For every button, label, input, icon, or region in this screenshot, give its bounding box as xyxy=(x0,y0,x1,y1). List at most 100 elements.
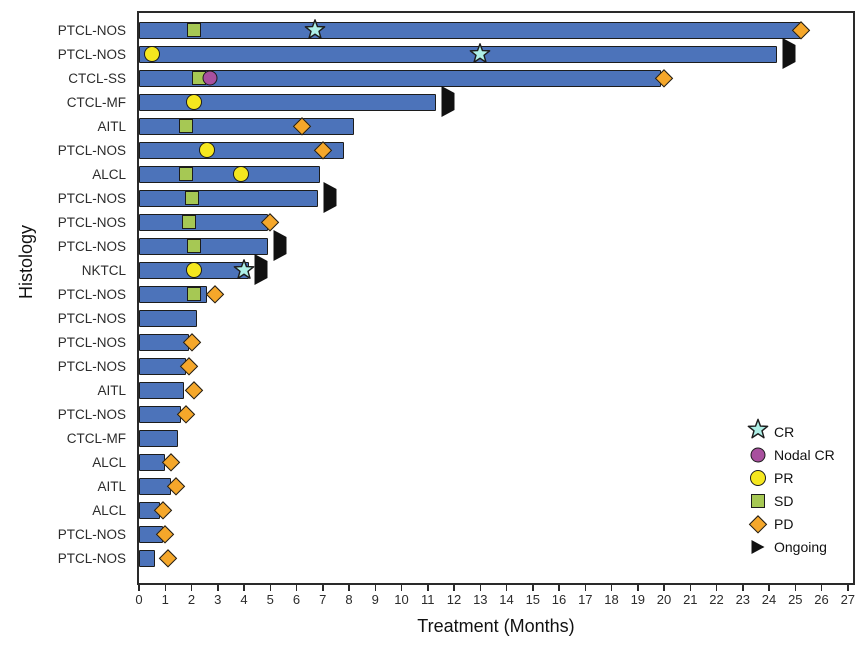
marker-sd xyxy=(179,119,194,133)
row-label: PTCL-NOS xyxy=(57,526,126,542)
x-tick xyxy=(295,585,298,591)
legend-icon-nodalcr xyxy=(747,444,769,466)
x-tick-label: 15 xyxy=(525,592,541,607)
legend-icon-pr xyxy=(747,467,769,489)
marker-cr xyxy=(233,259,256,282)
pd-diamond-icon xyxy=(159,549,177,567)
x-tick-label: 21 xyxy=(683,592,698,607)
row-label: PTCL-NOS xyxy=(57,46,126,62)
row-label: PTCL-NOS xyxy=(57,142,126,158)
x-tick xyxy=(427,585,429,591)
legend-item-sd: SD xyxy=(747,489,835,512)
legend-item-ongoing: Ongoing xyxy=(747,535,835,558)
legend: CR Nodal CR PR SD PD Ongoing xyxy=(747,418,835,558)
pd-diamond-icon xyxy=(166,477,185,495)
x-tick-label: 19 xyxy=(630,592,646,607)
x-tick-label: 10 xyxy=(394,592,409,607)
legend-item-nodalcr: Nodal CR xyxy=(747,443,835,466)
x-axis-title: Treatment (Months) xyxy=(417,616,575,636)
legend-label: Ongoing xyxy=(774,538,827,555)
cr-star-icon xyxy=(469,43,492,70)
legend-icon-cr xyxy=(747,418,770,446)
x-tick xyxy=(584,585,586,591)
marker-sd xyxy=(187,287,202,301)
marker-pd xyxy=(182,333,201,351)
cr-star-icon xyxy=(747,418,770,446)
x-tick xyxy=(715,585,718,591)
marker-sd xyxy=(184,191,199,205)
marker-sd xyxy=(179,167,194,181)
row-label: CTCL-MF xyxy=(66,430,126,446)
x-tick-label: 3 xyxy=(214,592,222,607)
row-label: ALCL xyxy=(92,502,126,518)
x-tick xyxy=(532,585,534,591)
pr-circle-icon xyxy=(199,142,216,158)
x-tick-label: 4 xyxy=(240,592,248,607)
x-tick xyxy=(558,585,560,591)
marker-pd xyxy=(180,357,198,375)
x-tick xyxy=(190,585,193,591)
marker-pd xyxy=(153,501,172,519)
row-label: PTCL-NOS xyxy=(57,22,126,38)
treatment-bar xyxy=(139,429,179,447)
x-tick xyxy=(164,585,166,591)
pd-diamond-icon xyxy=(153,501,172,519)
x-tick xyxy=(243,585,245,591)
x-tick-label: 0 xyxy=(135,592,143,607)
treatment-bar xyxy=(139,165,321,183)
x-tick-label: 11 xyxy=(421,592,435,607)
x-tick-label: 2 xyxy=(187,592,196,607)
row-label: PTCL-NOS xyxy=(57,358,126,374)
treatment-bar xyxy=(139,21,801,39)
x-tick xyxy=(138,585,140,591)
row-label: PTCL-NOS xyxy=(57,310,126,326)
x-tick-label: 12 xyxy=(446,592,462,607)
x-tick xyxy=(374,585,376,591)
treatment-bar xyxy=(139,117,355,135)
pd-diamond-icon xyxy=(292,117,311,135)
marker-pd xyxy=(206,285,224,303)
row-label: AITL xyxy=(97,382,126,398)
pd-diamond-icon xyxy=(180,357,198,375)
sd-square-icon xyxy=(187,239,202,253)
sd-square-icon xyxy=(184,191,199,205)
legend-label: CR xyxy=(774,423,795,440)
sd-square-icon xyxy=(187,287,202,301)
x-tick xyxy=(505,585,508,591)
x-tick-label: 25 xyxy=(788,592,803,607)
treatment-bar xyxy=(139,381,184,399)
marker-pd xyxy=(313,141,332,159)
pr-circle-icon xyxy=(186,94,203,110)
pr-circle-icon xyxy=(750,469,766,486)
row-label: PTCL-NOS xyxy=(57,334,126,350)
x-tick xyxy=(794,585,796,591)
legend-item-pr: PR xyxy=(747,466,835,489)
treatment-bar xyxy=(139,333,189,351)
x-tick-label: 17 xyxy=(578,592,593,607)
pd-diamond-icon xyxy=(177,405,196,423)
marker-pd xyxy=(261,213,280,231)
cr-star-icon xyxy=(303,19,326,46)
marker-pr xyxy=(233,166,250,182)
ongoing-arrow-icon xyxy=(782,38,796,69)
x-tick-label: 23 xyxy=(735,592,751,607)
row-label: PTCL-NOS xyxy=(57,406,126,422)
row-label: AITL xyxy=(97,118,126,134)
legend-item-cr: CR xyxy=(747,418,835,446)
legend-label: SD xyxy=(774,492,794,509)
pd-diamond-icon xyxy=(313,141,332,159)
pr-circle-icon xyxy=(233,166,250,182)
x-tick-label: 20 xyxy=(656,592,672,607)
row-label: NKTCL xyxy=(81,262,126,278)
sd-square-icon xyxy=(751,493,765,508)
marker-pd xyxy=(177,405,196,423)
treatment-bar xyxy=(139,45,777,63)
pd-diamond-icon xyxy=(185,381,203,399)
sd-square-icon xyxy=(181,215,196,229)
marker-pr xyxy=(199,142,216,158)
x-tick-label: 6 xyxy=(292,592,301,607)
x-tick xyxy=(610,585,613,591)
marker-sd xyxy=(187,239,202,253)
marker-pd xyxy=(791,21,810,39)
pd-diamond-icon xyxy=(749,514,767,533)
